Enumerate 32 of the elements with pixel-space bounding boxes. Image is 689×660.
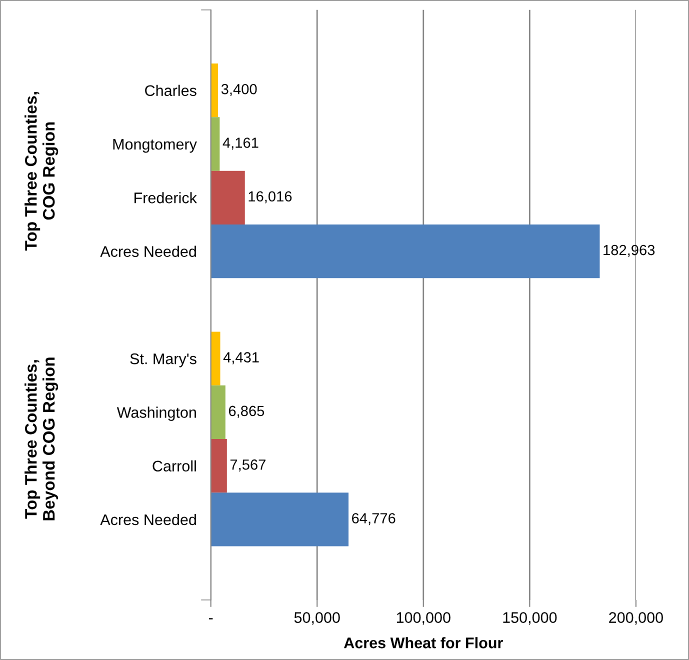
text: Top Three Counties, Beyond COG Region [24,358,58,520]
bar [210,385,226,440]
y-tick-label: Mongtomery [113,139,197,153]
x-tick-label: 50,000 [294,612,340,625]
bar [210,439,227,493]
y-tick-label: Frederick [134,192,197,204]
bar [210,170,245,224]
bar [210,117,220,171]
y-tick-label: St. Mary's [130,353,196,368]
data-label: 7,567 [230,459,266,472]
x-tick-label: 100,000 [396,612,450,625]
data-label: 182,963 [604,244,655,257]
data-label: 3,400 [221,84,257,96]
x-axis-title: Acres Wheat for Flour [344,637,503,648]
y-tick-label: Carroll [152,460,196,472]
data-label: 6,865 [228,406,264,418]
data-label: 4,161 [222,138,258,150]
bar [210,492,349,546]
data-label: 16,016 [248,191,292,204]
text: Top Three Counties, COG Region [24,92,58,251]
bar [210,224,600,278]
y-tick-label: Acres Needed [100,514,196,526]
data-label: 4,431 [223,352,259,364]
y-tick-label: Washington [116,406,196,421]
bar [210,64,218,118]
x-tick-label: 200,000 [609,612,663,625]
y-tick-label: Charles [145,84,196,96]
x-tick-label: 150,000 [503,612,557,625]
data-label: 64,776 [352,513,396,526]
bar [210,332,220,386]
x-tick-label: - [208,618,213,620]
y-tick-label: Acres Needed [100,246,196,257]
